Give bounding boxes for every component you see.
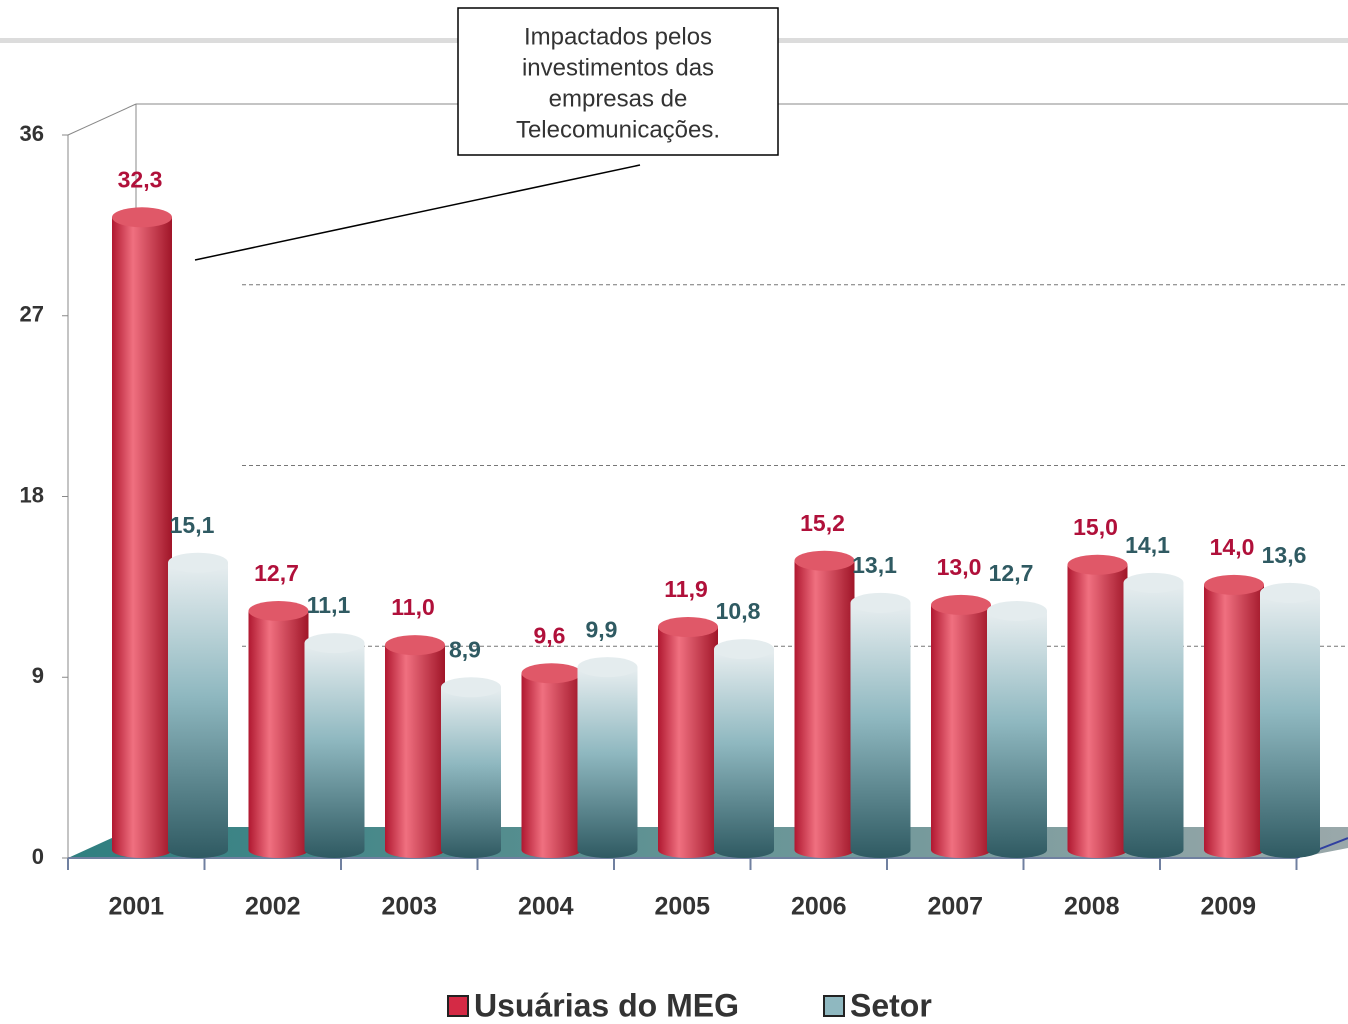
annotation-text: Impactados pelos (524, 23, 712, 50)
legend-swatch (447, 995, 469, 1017)
value-label: 12,7 (254, 560, 299, 586)
value-label: 11,9 (664, 576, 708, 602)
x-tick-label: 2001 (108, 893, 164, 921)
bar-top (1204, 574, 1264, 595)
bar-top (248, 600, 309, 621)
legend-swatch (823, 995, 845, 1017)
value-label: 13,0 (937, 554, 982, 580)
bar (1067, 564, 1128, 858)
value-label: 13,1 (852, 552, 897, 578)
value-label: 11,1 (307, 592, 351, 618)
bar (1123, 582, 1184, 858)
bar (441, 687, 501, 858)
x-tick-label: 2002 (245, 893, 301, 921)
x-tick-label: 2008 (1064, 893, 1120, 921)
y-tick-label: 36 (20, 121, 44, 146)
bar (931, 604, 991, 858)
bar (1260, 592, 1320, 858)
bar-top (658, 617, 718, 638)
value-label: 13,6 (1262, 542, 1307, 568)
bar-top (1067, 554, 1128, 575)
value-label: 32,3 (118, 166, 163, 192)
value-label: 8,9 (449, 636, 481, 662)
bar (385, 645, 445, 858)
bar-top (304, 633, 365, 654)
bar (577, 667, 638, 858)
bar (112, 217, 172, 858)
annotation-pointer (194, 164, 641, 261)
x-tick-label: 2009 (1200, 893, 1256, 921)
bar-top (1123, 572, 1184, 593)
bar-top (441, 677, 501, 698)
x-tick-label: 2004 (518, 893, 574, 921)
x-tick-label: 2006 (791, 893, 847, 921)
value-label: 15,1 (170, 512, 215, 538)
bar-top (714, 639, 774, 660)
annotation-text: investimentos das (522, 54, 714, 81)
value-label: 15,0 (1073, 514, 1118, 540)
x-tick-label: 2007 (927, 893, 983, 921)
bar (658, 627, 718, 858)
bar-top (850, 592, 911, 613)
value-label: 14,1 (1125, 532, 1170, 558)
bar-top (794, 550, 855, 571)
value-label: 12,7 (989, 560, 1034, 586)
bar (850, 602, 911, 858)
y-tick-label: 9 (32, 663, 44, 688)
bar-top (931, 594, 991, 615)
bar-top (1260, 582, 1320, 603)
y-tick-label: 0 (32, 844, 44, 869)
bar-top (521, 663, 582, 684)
bar-top (577, 657, 638, 678)
value-label: 15,2 (800, 510, 845, 536)
legend-label: Setor (850, 987, 932, 1023)
bar (168, 562, 228, 858)
value-label: 10,8 (716, 598, 761, 624)
side-top (67, 103, 137, 136)
bar-top (987, 600, 1047, 621)
y-tick-label: 27 (20, 302, 44, 327)
value-label: 11,0 (391, 594, 435, 620)
bar-top (112, 207, 172, 228)
bar-top (385, 635, 445, 656)
value-label: 9,6 (534, 622, 566, 648)
value-label: 9,9 (586, 616, 618, 642)
bar (304, 643, 365, 858)
bar (248, 610, 309, 858)
x-tick-label: 2003 (381, 893, 437, 921)
bar (794, 560, 855, 858)
legend-label: Usuárias do MEG (474, 987, 739, 1023)
annotation-text: Telecomunicações. (516, 116, 720, 143)
y-tick-label: 18 (20, 482, 44, 507)
bar (521, 673, 582, 858)
annotation-text: empresas de (549, 85, 688, 112)
annotation-box (457, 7, 779, 156)
value-label: 14,0 (1210, 534, 1255, 560)
bar (987, 610, 1047, 858)
bar (1204, 584, 1264, 858)
bar-top (168, 552, 228, 573)
x-tick-label: 2005 (654, 893, 710, 921)
bar (714, 649, 774, 858)
